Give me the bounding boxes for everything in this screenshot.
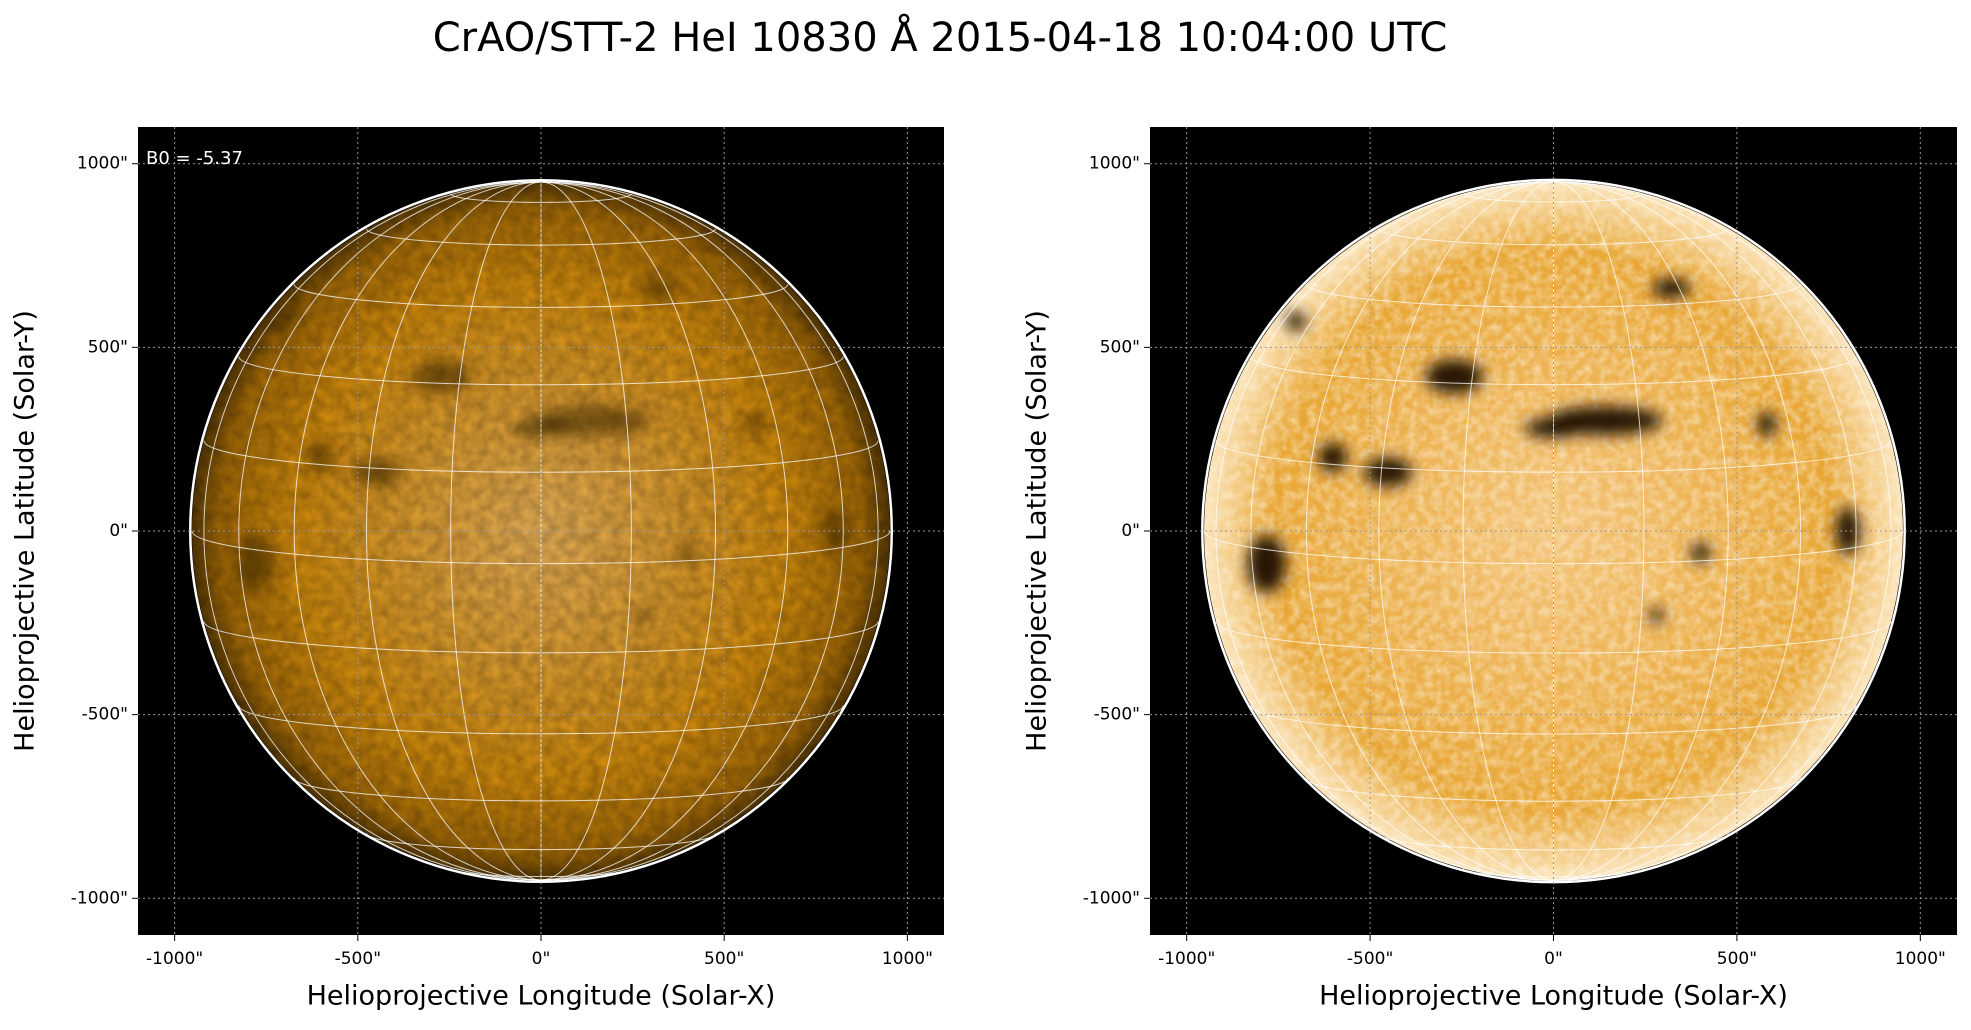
y-tick-label: 1000" — [1089, 154, 1140, 174]
dark-feature — [1835, 507, 1860, 555]
dark-feature — [636, 608, 652, 623]
latitude-line — [238, 356, 844, 386]
figure-title: CrAO/STT-2 HeI 10830 Å 2015-04-18 10:04:… — [433, 13, 1448, 61]
panel: -1000" -500" 0" 500" 1000" -1000" -500" 0" 500" 1… — [10, 127, 944, 1012]
y-tick-label: -500" — [82, 705, 128, 725]
y-tick-label: 0" — [1121, 521, 1140, 541]
dark-feature — [306, 443, 335, 472]
x-tick-label: 500" — [1717, 949, 1757, 969]
x-tick-label: 1000" — [882, 949, 933, 969]
dark-features — [1247, 278, 1860, 623]
latitude-line — [1378, 833, 1729, 851]
dark-feature — [351, 457, 400, 487]
dark-feature — [274, 312, 294, 332]
x-tick-label: 0" — [532, 949, 551, 969]
y-tick-label: 0" — [109, 521, 128, 541]
y-tick-label: -1000" — [71, 888, 128, 908]
dark-feature — [1652, 278, 1691, 298]
dark-feature — [235, 535, 274, 593]
y-tick-label: 500" — [88, 337, 128, 357]
y-tick-label: -1000" — [1083, 888, 1140, 908]
y-tick-label: 1000" — [77, 154, 128, 174]
panel: -1000" -500" 0" 500" 1000" -1000" -500" 0" 500" 1… — [1022, 127, 1957, 1012]
x-tick-label: -1000" — [146, 949, 203, 969]
latitude-line — [1215, 440, 1892, 473]
annotation: B0 = -5.37 — [146, 148, 243, 169]
latitude-line — [366, 228, 716, 246]
x-tick-label: -500" — [335, 949, 381, 969]
y-tick-label: 500" — [1100, 337, 1140, 357]
x-tick-label: -500" — [1347, 949, 1393, 969]
x-tick-label: 500" — [704, 949, 744, 969]
dark-feature — [413, 359, 471, 394]
y-tick-label: -500" — [1094, 705, 1140, 725]
latitude-line — [1378, 228, 1729, 246]
dark-feature — [1425, 359, 1483, 394]
latitude-line — [1305, 778, 1802, 802]
latitude-line — [1462, 193, 1645, 203]
latitude-line — [1250, 356, 1857, 386]
x-axis-label: Helioprojective Longitude (Solar-X) — [1319, 981, 1788, 1012]
latitude-line — [1250, 705, 1857, 735]
dark-feature — [1649, 608, 1664, 623]
x-tick-label: 0" — [1544, 949, 1563, 969]
dark-feature — [1757, 412, 1777, 437]
y-axis-label: Helioprojective Latitude (Solar-Y) — [10, 310, 41, 752]
x-axis-label: Helioprojective Longitude (Solar-X) — [307, 981, 776, 1012]
x-tick-label: 1000" — [1895, 949, 1946, 969]
latitude-line — [293, 777, 789, 802]
dark-feature — [744, 412, 764, 437]
dark-feature — [1691, 543, 1711, 563]
x-tick-label: -1000" — [1158, 949, 1215, 969]
dark-feature — [1247, 535, 1286, 593]
latitude-line — [366, 833, 716, 851]
limb — [189, 179, 893, 883]
dark-feature — [639, 278, 678, 299]
dark-feature — [678, 543, 698, 563]
dark-feature — [1318, 443, 1348, 472]
y-axis-label: Helioprojective Latitude (Solar-Y) — [1022, 310, 1053, 752]
dark-feature — [1364, 457, 1412, 487]
dark-feature — [1286, 311, 1306, 331]
